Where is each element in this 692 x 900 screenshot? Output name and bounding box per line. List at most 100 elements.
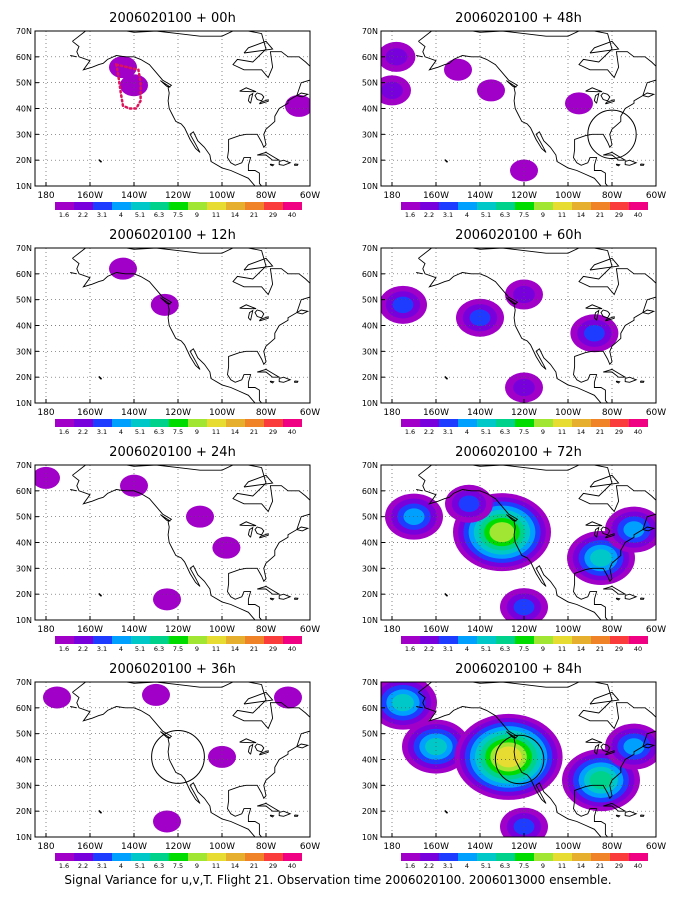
coastline-path: [600, 92, 611, 102]
signal-variance-region: [605, 723, 656, 770]
colorbar-swatch: [264, 636, 283, 644]
colorbar-swatch: [572, 853, 591, 861]
coastline-path: [243, 40, 274, 54]
colorbar-swatch: [534, 202, 553, 210]
x-tick-label: 140W: [121, 625, 147, 635]
y-tick-label: 60N: [362, 487, 378, 496]
coastline-path: [600, 743, 611, 753]
colorbar-label: 29: [269, 862, 277, 870]
y-tick-label: 70N: [362, 461, 378, 470]
coastline-path: [259, 316, 269, 322]
colorbar-label: 7.5: [519, 211, 529, 219]
coastline-path: [418, 248, 656, 403]
colorbar-label: 4: [465, 862, 469, 870]
colorbar-swatch: [420, 419, 439, 427]
colorbar-label: 14: [577, 428, 585, 436]
colorbar-label: 7.5: [173, 862, 183, 870]
colorbar-swatch: [226, 636, 245, 644]
coastline-path: [257, 368, 281, 378]
coastline-path: [257, 151, 281, 161]
contour-level: [513, 285, 535, 304]
colorbar-label: 4: [119, 645, 123, 653]
contour-level: [274, 686, 302, 709]
colorbar-label: 3.1: [443, 645, 453, 653]
colorbar-swatch: [515, 419, 534, 427]
signal-variance-region: [500, 588, 548, 620]
contour-level: [489, 522, 515, 543]
panel-title: 2006020100 + 36h: [109, 662, 236, 677]
coastline-path: [98, 375, 102, 380]
colorbar-swatch: [112, 419, 131, 427]
colorbar-swatch: [439, 419, 458, 427]
colorbar-label: 4: [465, 428, 469, 436]
colorbar-label: 14: [231, 428, 239, 436]
x-tick-label: 120W: [165, 625, 191, 635]
colorbar-swatch: [283, 853, 302, 861]
contour-level: [153, 588, 181, 611]
colorbar-swatch: [112, 202, 131, 210]
coastline-path: [640, 163, 645, 166]
x-tick-label: 140W: [467, 625, 493, 635]
colorbar-label: 11: [558, 645, 566, 653]
coastline-path: [506, 731, 517, 739]
colorbar-swatch: [401, 202, 420, 210]
coastline-path: [98, 809, 102, 814]
colorbar-label: 40: [288, 862, 296, 870]
colorbar-label: 9: [195, 211, 199, 219]
coastline-path: [593, 92, 600, 104]
colorbar: 1.6 2.2 3.1 4 5.1 6.3 7.5 9 11 14 21 29 40: [401, 636, 648, 653]
y-tick-label: 50N: [16, 513, 32, 522]
colorbar-label: 11: [212, 428, 220, 436]
contour-level: [495, 746, 522, 768]
coastline-path: [603, 151, 627, 161]
contour-level: [623, 521, 645, 538]
coastline-path: [642, 743, 656, 749]
x-tick-label: 120W: [511, 625, 537, 635]
coastline-path: [278, 593, 292, 600]
colorbar-swatch: [553, 853, 572, 861]
contour-level: [477, 79, 505, 102]
contour-level: [458, 495, 480, 512]
coastline-path: [418, 682, 656, 837]
coastline-path: [160, 80, 171, 88]
signal-variance-region: [454, 713, 563, 800]
colorbar-swatch: [401, 419, 420, 427]
colorbar-swatch: [93, 419, 112, 427]
y-tick-label: 30N: [362, 347, 378, 356]
map-panel: 2006020100 + 60h 10N 20N 30N 40N 50N 60N 70N 180…: [362, 228, 666, 436]
y-tick-label: 30N: [362, 130, 378, 139]
x-tick-label: 160W: [423, 191, 449, 201]
coastline-path: [254, 743, 265, 753]
y-tick-label: 10N: [16, 399, 32, 408]
colorbar: 1.6 2.2 3.1 4 5.1 6.3 7.5 9 11 14 21 29 40: [55, 419, 302, 436]
y-tick-label: 70N: [16, 27, 32, 36]
contour-level: [392, 296, 414, 314]
colorbar-swatch: [264, 419, 283, 427]
colorbar-label: 3.1: [97, 645, 107, 653]
coastline-path: [585, 521, 603, 527]
y-tick-label: 50N: [362, 296, 378, 305]
coastline-path: [70, 489, 77, 492]
x-tick-label: 160W: [77, 842, 103, 852]
y-tick-label: 30N: [16, 564, 32, 573]
contour-level: [212, 536, 241, 559]
coastline-path: [243, 691, 274, 705]
y-tick-label: 40N: [362, 539, 378, 548]
signal-variance-region: [274, 686, 302, 709]
contour-level: [385, 48, 408, 66]
colorbar-swatch: [131, 636, 150, 644]
colorbar-swatch: [629, 636, 648, 644]
colorbar-label: 1.6: [59, 645, 69, 653]
colorbar-label: 6.3: [154, 211, 164, 219]
colorbar-label: 3.1: [97, 862, 107, 870]
colorbar-swatch: [420, 853, 439, 861]
y-tick-label: 10N: [16, 182, 32, 191]
colorbar-label: 14: [577, 211, 585, 219]
coastline: [416, 248, 656, 403]
colorbar-label: 29: [615, 862, 623, 870]
signal-variance-region: [285, 94, 310, 117]
x-tick-label: 100W: [555, 842, 581, 852]
colorbar-swatch: [74, 853, 93, 861]
x-tick-label: 160W: [77, 191, 103, 201]
contour-level: [120, 74, 148, 97]
